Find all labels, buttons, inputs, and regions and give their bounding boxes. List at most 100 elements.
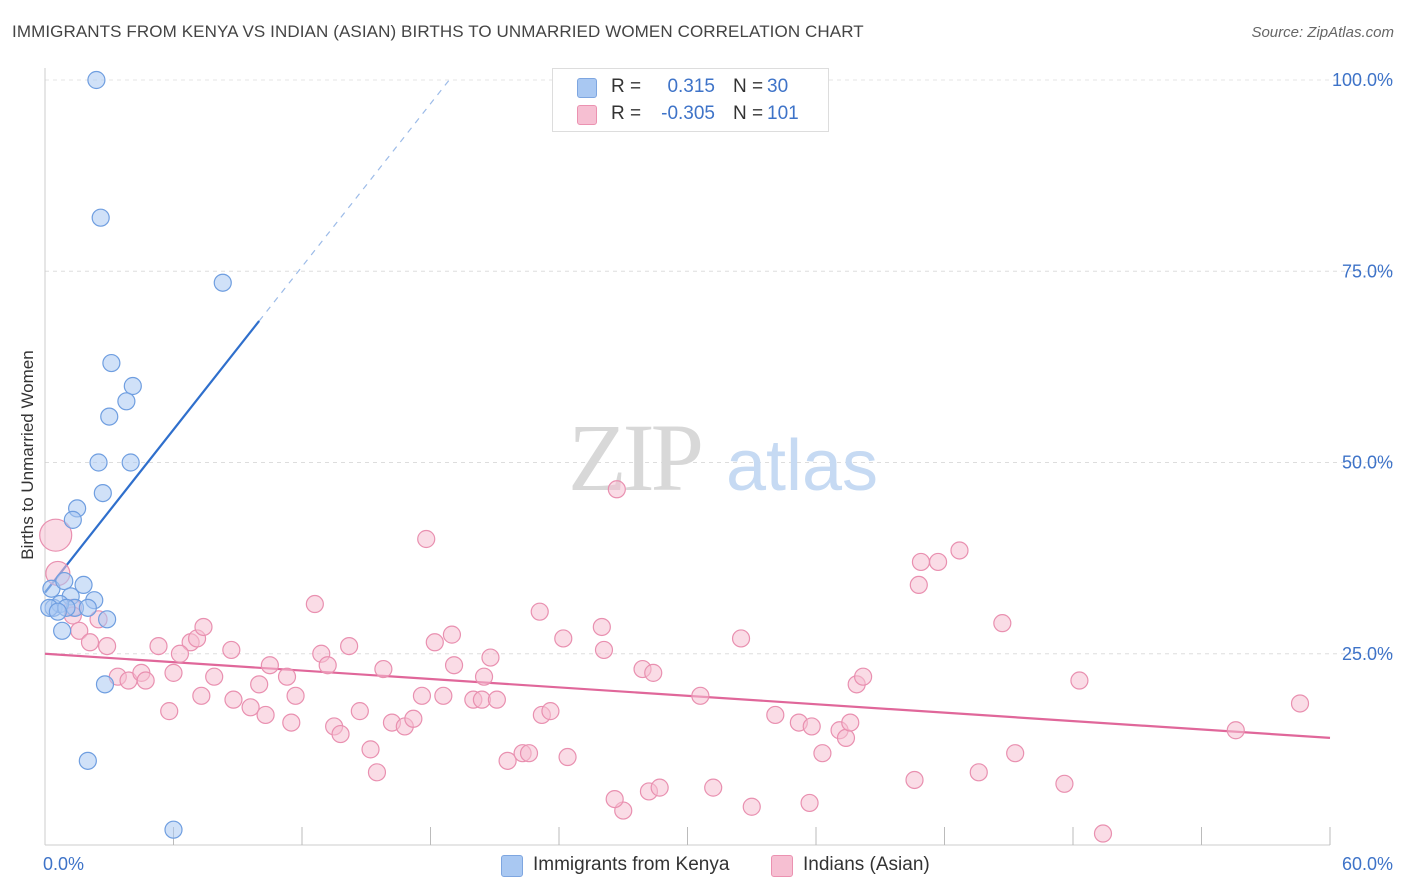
point-indians — [802, 717, 821, 736]
point-kenya — [91, 208, 110, 227]
point-indians — [241, 698, 260, 717]
point-indians — [841, 713, 860, 732]
n-label: N = — [733, 103, 764, 124]
point-indians — [374, 659, 393, 679]
indians-swatch — [577, 105, 597, 125]
point-indians — [607, 480, 626, 499]
point-kenya — [53, 621, 72, 640]
point-indians — [541, 702, 560, 721]
point-indians — [594, 640, 614, 660]
point-indians — [519, 744, 539, 763]
point-indians — [444, 656, 464, 675]
point-kenya — [89, 453, 108, 472]
point-indians — [691, 686, 710, 705]
r-value: 0.315 — [667, 76, 715, 97]
point-indians — [487, 690, 506, 709]
point-indians — [286, 686, 305, 705]
point-indians — [331, 724, 350, 744]
trend-indians — [44, 652, 1331, 739]
point-indians — [305, 594, 324, 614]
indians-legend-swatch — [771, 855, 793, 877]
point-indians — [367, 763, 387, 782]
point-indians — [260, 656, 279, 675]
point-kenya — [102, 353, 121, 373]
point-indians — [836, 728, 856, 748]
point-indians — [1093, 824, 1113, 843]
point-indians — [704, 778, 723, 797]
grid-lines — [45, 79, 1395, 655]
point-indians — [813, 744, 832, 763]
point-indians — [318, 656, 337, 675]
source-label: Source: ZipAtlas.com — [1251, 24, 1394, 41]
point-indians — [412, 686, 432, 705]
point-indians — [194, 617, 213, 637]
point-indians — [136, 671, 155, 690]
point-indians — [404, 709, 423, 728]
point-indians — [592, 617, 611, 637]
chart-title: IMMIGRANTS FROM KENYA VS INDIAN (ASIAN) … — [12, 22, 864, 41]
point-kenya — [213, 273, 232, 292]
point-indians — [911, 552, 931, 572]
point-indians — [164, 663, 183, 682]
point-indians — [731, 629, 751, 648]
point-indians — [558, 747, 577, 767]
axes — [44, 68, 1331, 846]
point-indians — [554, 629, 573, 648]
point-indians — [80, 633, 100, 652]
point-indians — [905, 770, 924, 790]
r-value: -0.305 — [661, 103, 715, 124]
kenya-legend-swatch — [501, 855, 523, 877]
point-indians — [1055, 774, 1074, 793]
point-indians — [993, 614, 1012, 633]
r-label: R = — [611, 103, 642, 124]
point-indians — [417, 529, 436, 549]
point-indians — [442, 625, 462, 644]
point-indians — [282, 713, 301, 732]
watermark: ZIP atlas — [568, 404, 878, 511]
point-indians — [969, 763, 988, 782]
point-kenya — [95, 675, 115, 694]
point-indians — [498, 751, 517, 770]
point-indians — [39, 518, 73, 552]
point-indians — [222, 640, 241, 660]
y-tick-label: 25.0% — [1342, 644, 1393, 664]
watermark-zip: ZIP — [568, 404, 701, 511]
data-points — [39, 70, 1310, 843]
point-indians — [250, 675, 269, 694]
watermark-atlas: atlas — [726, 426, 878, 506]
n-label: N = — [733, 76, 764, 97]
point-indians — [149, 636, 168, 656]
point-indians — [340, 636, 359, 656]
point-kenya — [123, 376, 142, 396]
point-indians — [644, 663, 663, 682]
point-indians — [256, 705, 275, 725]
point-indians — [481, 648, 500, 667]
point-kenya — [63, 510, 82, 529]
trend-kenya-extension — [258, 76, 453, 322]
point-kenya — [78, 598, 97, 617]
point-kenya — [98, 610, 117, 629]
point-indians — [425, 633, 444, 652]
point-indians — [766, 705, 785, 725]
tick-labels: 25.0% 50.0% 75.0% 100.0% 0.0% 60.0% — [43, 70, 1393, 874]
point-kenya — [55, 571, 74, 591]
trend-kenya — [44, 320, 261, 594]
point-indians — [1070, 671, 1089, 690]
legend-label-indians: Indians (Asian) — [803, 854, 930, 875]
point-indians — [530, 602, 549, 621]
series-legend: Immigrants from Kenya Indians (Asian) — [0, 852, 1406, 878]
point-indians — [277, 667, 297, 686]
point-kenya — [48, 602, 67, 621]
point-indians — [1226, 721, 1245, 740]
point-indians — [1006, 744, 1025, 763]
point-kenya — [121, 453, 140, 472]
point-kenya — [78, 751, 97, 770]
point-indians — [650, 778, 669, 797]
x-tick-label-max: 60.0% — [1342, 854, 1393, 874]
n-value: 30 — [767, 76, 789, 97]
point-indians — [854, 667, 873, 686]
point-indians — [350, 702, 369, 721]
point-kenya — [117, 392, 136, 411]
x-tick-label-min: 0.0% — [43, 854, 84, 874]
